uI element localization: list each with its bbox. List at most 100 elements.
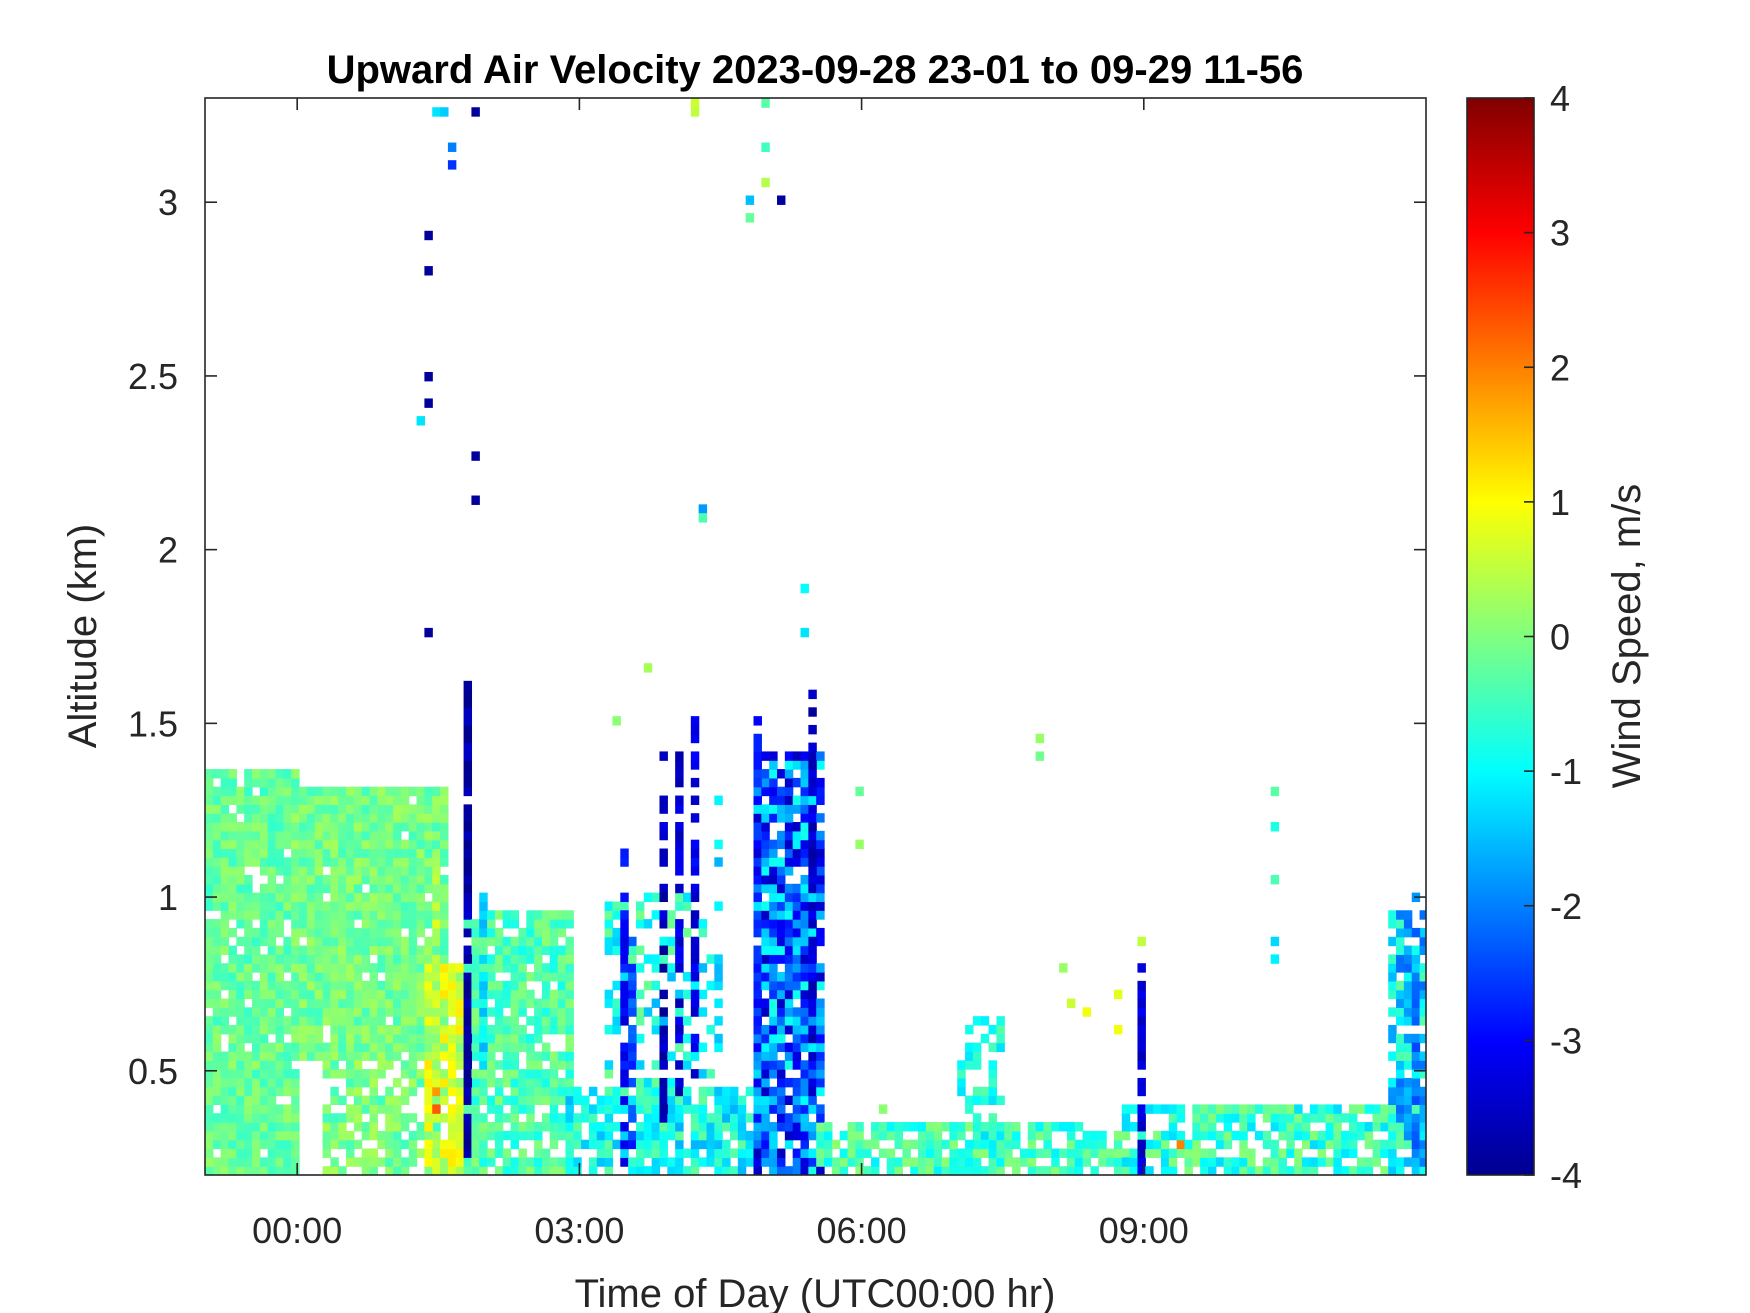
- heatmap-cell: [1419, 1051, 1426, 1061]
- heatmap-cell: [581, 1139, 590, 1150]
- heatmap-cell: [1231, 1166, 1240, 1175]
- heatmap-cell: [228, 1086, 237, 1097]
- heatmap-cell: [228, 910, 237, 920]
- heatmap-cell: [377, 874, 386, 885]
- heatmap-cell: [565, 972, 574, 982]
- heatmap-cell: [534, 1157, 543, 1167]
- heatmap-cell: [416, 919, 426, 929]
- heatmap-cell: [753, 742, 762, 753]
- heatmap-cell: [549, 1166, 559, 1175]
- heatmap-cell: [1153, 1148, 1162, 1158]
- heatmap-cell: [291, 848, 300, 858]
- heatmap-cell: [385, 1051, 394, 1061]
- heatmap-cell: [753, 1042, 762, 1053]
- heatmap-cell: [377, 927, 386, 938]
- heatmap-cell: [808, 954, 817, 964]
- heatmap-cell: [244, 874, 253, 885]
- heatmap-cell: [205, 963, 214, 973]
- heatmap-cell: [1388, 936, 1397, 947]
- heatmap-cell: [1411, 1130, 1421, 1141]
- heatmap-cell: [487, 1060, 496, 1070]
- heatmap-cell: [440, 1033, 449, 1044]
- heatmap-cell: [816, 813, 825, 823]
- heatmap-cell: [643, 663, 653, 673]
- heatmap-cell: [299, 883, 308, 894]
- heatmap-cell: [463, 1113, 473, 1123]
- heatmap-cell: [447, 1148, 457, 1158]
- heatmap-cell: [761, 936, 770, 947]
- heatmap-cell: [236, 910, 245, 920]
- heatmap-cell: [1113, 1148, 1123, 1158]
- heatmap-cell: [487, 972, 496, 982]
- heatmap-cell: [604, 927, 614, 938]
- heatmap-cell: [690, 945, 700, 955]
- heatmap-cell: [792, 830, 802, 841]
- heatmap-cell: [353, 901, 363, 911]
- heatmap-cell: [361, 822, 371, 832]
- heatmap-cell: [565, 1077, 574, 1088]
- x-tick-label: 03:00: [534, 1210, 624, 1251]
- heatmap-cell: [534, 1060, 543, 1070]
- heatmap-cell: [620, 1157, 629, 1167]
- heatmap-cell: [479, 1024, 488, 1035]
- heatmap-cell: [432, 1086, 441, 1097]
- heatmap-cell: [792, 989, 802, 1000]
- heatmap-cell: [259, 1060, 269, 1070]
- heatmap-cell: [1294, 1157, 1303, 1167]
- heatmap-cell: [1137, 1148, 1146, 1158]
- heatmap-cell: [620, 1007, 629, 1017]
- heatmap-cell: [393, 839, 402, 850]
- heatmap-cell: [534, 998, 543, 1008]
- heatmap-cell: [1035, 1122, 1045, 1132]
- heatmap-cell: [228, 857, 237, 867]
- heatmap-cell: [518, 1086, 527, 1097]
- heatmap-cell: [314, 1007, 324, 1017]
- heatmap-cell: [252, 813, 261, 823]
- heatmap-cell: [714, 795, 723, 805]
- heatmap-cell: [244, 1095, 253, 1105]
- heatmap-cell: [541, 927, 551, 938]
- heatmap-cell: [526, 1130, 535, 1141]
- heatmap-cell: [871, 1122, 880, 1132]
- heatmap-cell: [769, 1122, 778, 1132]
- heatmap-cell: [714, 998, 723, 1008]
- heatmap-cell: [808, 1130, 817, 1141]
- heatmap-cell: [863, 1148, 872, 1158]
- heatmap-cell: [769, 1095, 778, 1105]
- heatmap-cell: [604, 1122, 614, 1132]
- heatmap-cell: [651, 1060, 661, 1070]
- heatmap-cell: [534, 972, 543, 982]
- heatmap-cell: [267, 1077, 277, 1088]
- heatmap-cell: [549, 998, 559, 1008]
- heatmap-cell: [471, 107, 480, 117]
- heatmap-cell: [800, 945, 809, 955]
- heatmap-cell: [1066, 1139, 1076, 1150]
- heatmap-cell: [393, 795, 402, 805]
- heatmap-cell: [777, 866, 786, 876]
- heatmap-cell: [1419, 1148, 1426, 1158]
- heatmap-cell: [894, 1157, 903, 1167]
- heatmap-cell: [541, 1024, 551, 1035]
- heatmap-cell: [361, 839, 371, 850]
- heatmap-cell: [565, 1016, 574, 1026]
- heatmap-cell: [604, 1148, 614, 1158]
- heatmap-cell: [494, 1130, 504, 1141]
- heatmap-cell: [416, 822, 426, 832]
- heatmap-cell: [252, 1166, 261, 1175]
- heatmap-cell: [784, 857, 794, 867]
- heatmap-cell: [385, 866, 394, 876]
- heatmap-cell: [424, 910, 433, 920]
- heatmap-cell: [682, 1095, 692, 1105]
- heatmap-cell: [753, 954, 762, 964]
- heatmap-cell: [1372, 1139, 1381, 1150]
- heatmap-cell: [690, 998, 700, 1008]
- heatmap-cell: [1270, 1139, 1280, 1150]
- heatmap-cell: [267, 1086, 277, 1097]
- heatmap-cell: [393, 1113, 402, 1123]
- heatmap-cell: [988, 1113, 998, 1123]
- heatmap-cell: [259, 1077, 269, 1088]
- heatmap-cell: [259, 1104, 269, 1114]
- heatmap-cell: [784, 786, 794, 797]
- heatmap-cell: [275, 945, 284, 955]
- heatmap-cell: [361, 1148, 371, 1158]
